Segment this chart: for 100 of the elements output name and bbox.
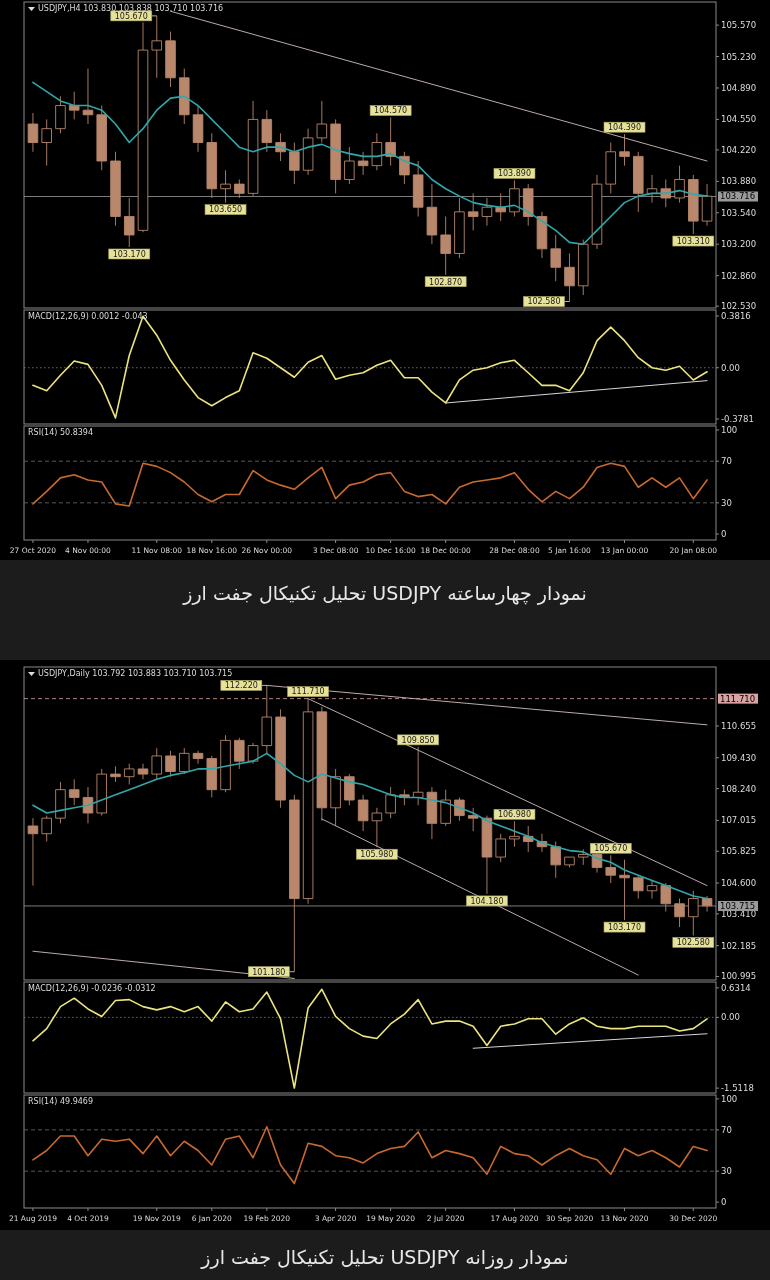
- annotation: 103.310: [676, 236, 710, 246]
- line-series: [32, 81, 708, 246]
- candlestick: [440, 216, 451, 276]
- y-tick-label: 105.230: [721, 51, 757, 62]
- candlestick: [27, 112, 39, 153]
- candlestick: [646, 174, 658, 204]
- y-tick-label: 104.600: [721, 877, 757, 888]
- y-tick-label: 108.240: [721, 783, 757, 794]
- y-tick-label: 30: [721, 1166, 732, 1177]
- candlestick: [688, 890, 699, 936]
- y-tick-label: 104.890: [721, 82, 757, 93]
- candlestick: [605, 142, 617, 194]
- candlestick: [426, 183, 438, 245]
- candlestick: [289, 142, 300, 185]
- candlestick: [495, 833, 506, 863]
- annotation: 102.580: [527, 297, 561, 307]
- candlestick: [220, 734, 231, 793]
- candlestick: [82, 786, 94, 824]
- y-tick-label: 0.6314: [721, 982, 751, 993]
- annotation: 104.180: [470, 896, 504, 906]
- candlestick: [688, 174, 699, 235]
- annotation: 101.180: [252, 967, 286, 977]
- candlestick: [41, 815, 52, 842]
- annotation: 109.850: [401, 735, 435, 745]
- candlestick: [330, 768, 341, 827]
- candlestick: [550, 841, 561, 879]
- y-tick-label: 103.410: [721, 908, 757, 919]
- annotation: 104.390: [607, 123, 642, 132]
- annotation: 104.570: [374, 106, 408, 116]
- candlestick: [137, 763, 149, 780]
- annotation: 102.580: [676, 938, 710, 948]
- candlestick: [426, 786, 438, 840]
- annotation: 105.670: [114, 11, 148, 21]
- ref-line-label: 111.710: [720, 693, 756, 704]
- candlestick: [82, 68, 94, 125]
- candlestick: [302, 128, 314, 176]
- candlestick: [467, 807, 479, 832]
- candlestick: [220, 169, 231, 204]
- candlestick: [316, 100, 328, 143]
- y-tick-label: 109.430: [721, 752, 757, 763]
- candlestick: [619, 859, 630, 921]
- candlestick: [674, 165, 685, 204]
- y-tick-label: 104.220: [721, 144, 757, 155]
- candlestick: [41, 118, 52, 167]
- candlestick: [68, 91, 80, 120]
- y-tick-label: 105.825: [721, 846, 757, 857]
- annotation: 106.980: [497, 810, 531, 820]
- candlestick: [110, 151, 121, 227]
- annotation: 103.890: [497, 169, 531, 179]
- annotation: 103.650: [209, 205, 243, 215]
- y-tick-label: 0.00: [721, 1012, 740, 1023]
- candlestick: [165, 31, 176, 88]
- candlestick: [577, 239, 589, 296]
- y-tick-label: 102.860: [721, 270, 757, 281]
- candlestick: [701, 183, 713, 227]
- y-tick-label: 102.530: [721, 301, 757, 312]
- line-series: [32, 462, 708, 507]
- candlestick: [536, 211, 548, 259]
- candlestick: [234, 179, 245, 199]
- annotation: 102.870: [429, 277, 463, 287]
- candlestick: [509, 179, 520, 217]
- candlestick: [123, 197, 135, 248]
- chart-title: USDJPY,H4 103.830 103.838 103.710 103.716: [38, 4, 224, 13]
- candlestick: [385, 117, 396, 167]
- candlestick: [330, 118, 341, 194]
- candlestick: [371, 807, 383, 848]
- y-tick-label: 100: [721, 1093, 738, 1104]
- candlestick: [591, 174, 603, 250]
- candlestick: [385, 786, 396, 819]
- candlestick: [247, 100, 259, 197]
- annotation: 111.710: [291, 687, 325, 697]
- candlestick: [68, 778, 80, 806]
- chart-title: USDJPY,Daily 103.792 103.883 103.710 103.715: [38, 669, 233, 678]
- candlestick: [275, 708, 286, 809]
- y-tick-label: 0: [721, 529, 727, 540]
- candlestick: [633, 874, 644, 900]
- candlestick: [481, 197, 493, 227]
- annotation: 103.170: [607, 922, 642, 932]
- candlestick: [357, 151, 369, 176]
- y-tick-label: -1.5118: [721, 1083, 754, 1094]
- chart-title: MACD(12,26,9) -0.0236 -0.0312: [28, 984, 156, 993]
- candlestick: [179, 747, 190, 775]
- candlestick: [454, 197, 465, 259]
- candlestick: [137, 21, 149, 233]
- candlestick: [619, 133, 630, 167]
- candlestick: [701, 895, 713, 912]
- candlestick: [646, 879, 658, 900]
- y-tick-label: 105.570: [721, 20, 757, 31]
- candlestick: [509, 820, 520, 848]
- candlestick: [302, 698, 314, 905]
- candlestick: [234, 737, 245, 770]
- annotation: 103.170: [112, 249, 146, 259]
- candlestick: [247, 742, 259, 765]
- candlestick: [96, 105, 107, 171]
- y-tick-label: 100: [721, 424, 738, 435]
- annotation: 112.220: [224, 681, 258, 691]
- candlestick: [206, 755, 218, 798]
- ref-line-label: 103.716: [720, 191, 756, 202]
- candlestick: [550, 234, 561, 282]
- candlestick: [192, 750, 204, 765]
